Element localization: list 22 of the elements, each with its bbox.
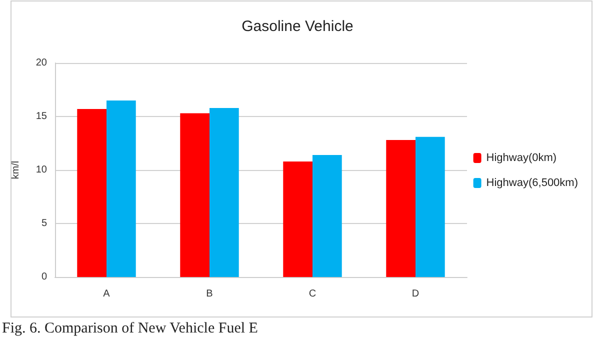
bar	[416, 136, 445, 277]
bar	[77, 109, 106, 277]
bar	[312, 155, 342, 277]
y-tick-label: 20	[36, 58, 48, 68]
bar	[180, 113, 210, 277]
y-axis-title: km/l	[10, 160, 22, 180]
bar	[106, 100, 136, 277]
legend-label: Highway(6,500km)	[486, 177, 578, 189]
bar	[386, 140, 416, 277]
x-tick-label: A	[103, 288, 110, 300]
bar	[210, 108, 239, 277]
caption: Fig. 6. Comparison of New Vehicle Fuel E	[2, 320, 258, 336]
legend-label: Highway(0km)	[486, 152, 557, 164]
y-tick-label: 15	[36, 111, 48, 122]
x-tick-label: B	[206, 288, 214, 300]
x-tick-label: C	[308, 288, 316, 300]
y-tick-label: 10	[36, 164, 48, 176]
y-tick-label: 5	[41, 218, 48, 229]
chart-title: Gasoline Vehicle	[242, 18, 354, 35]
y-tick-label: 0	[41, 272, 48, 282]
bar	[283, 161, 312, 277]
x-tick-label: D	[412, 288, 420, 300]
